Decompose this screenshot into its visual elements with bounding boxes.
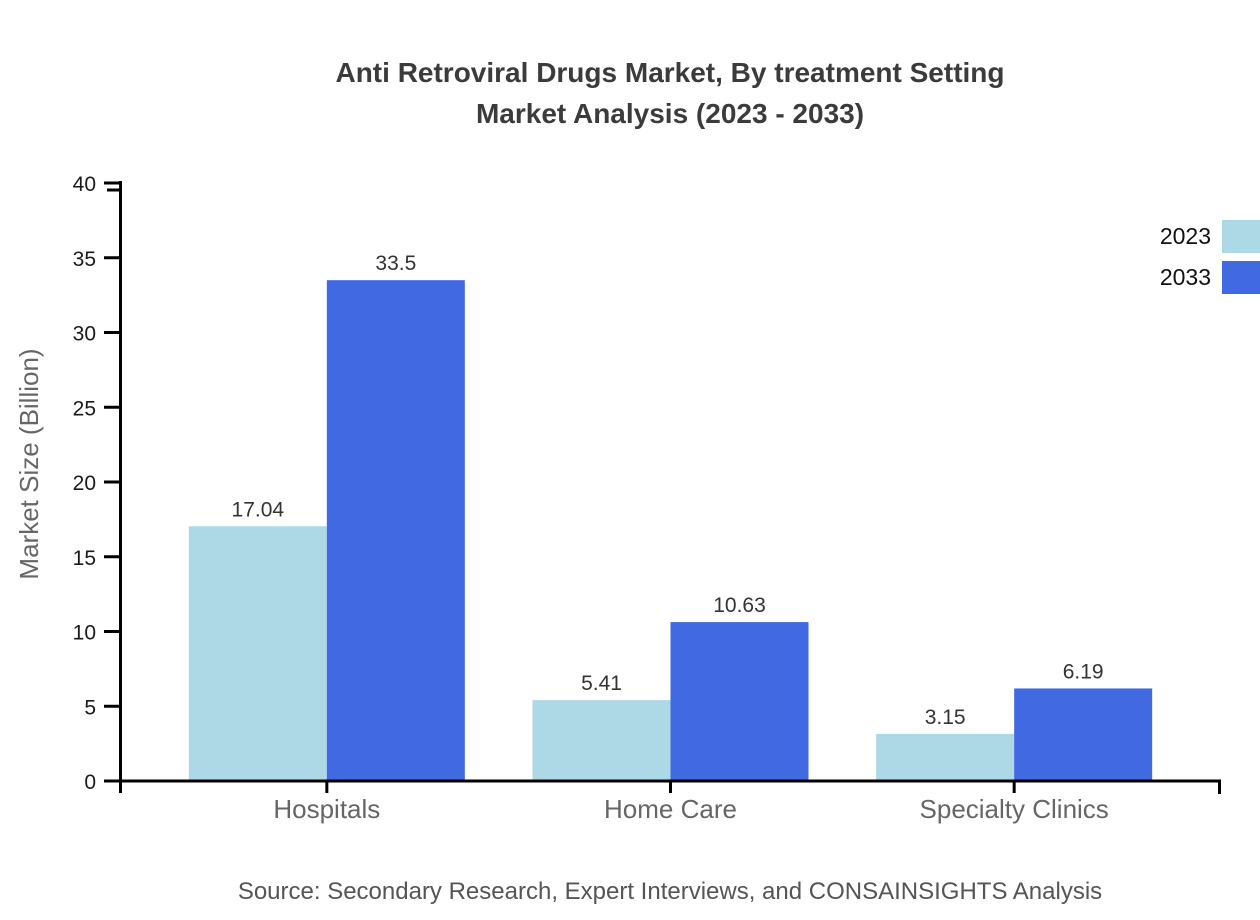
value-label-2033-specialty-clinics: 6.19 bbox=[1063, 660, 1104, 683]
legend-label-2033: 2033 bbox=[1159, 264, 1211, 290]
legend-swatch-2033-icon bbox=[1222, 261, 1260, 294]
legend-item-2023: 2023 bbox=[1160, 220, 1260, 253]
value-label-2033-hospitals: 33.5 bbox=[375, 252, 416, 275]
y-tick-label: 10 bbox=[73, 622, 96, 645]
y-tick-label: 0 bbox=[84, 771, 96, 794]
y-tick-label: 40 bbox=[73, 173, 96, 196]
y-tick-label: 15 bbox=[73, 547, 96, 570]
y-tick-label: 30 bbox=[73, 323, 96, 346]
y-tick-label: 20 bbox=[73, 472, 96, 495]
legend: 2023 2033 bbox=[1160, 220, 1260, 302]
category-label-home-care: Home Care bbox=[604, 794, 737, 824]
bar-2033-specialty-clinics bbox=[1014, 688, 1153, 780]
value-label-2033-home-care: 10.63 bbox=[713, 594, 766, 617]
y-axis-title: Market Size (Billion) bbox=[14, 348, 44, 579]
y-tick-label: 25 bbox=[73, 397, 96, 420]
value-label-2023-hospitals: 17.04 bbox=[232, 498, 285, 521]
bar-2023-hospitals bbox=[188, 526, 327, 780]
chart-title-line2: Market Analysis (2023 - 2033) bbox=[475, 98, 865, 129]
chart-title: Anti Retroviral Drugs Market, By treatme… bbox=[80, 52, 1260, 134]
source-attribution: Source: Secondary Research, Expert Inter… bbox=[237, 878, 1103, 905]
legend-item-2033: 2033 bbox=[1160, 261, 1260, 294]
chart-title-line1: Anti Retroviral Drugs Market, By treatme… bbox=[335, 57, 1005, 88]
category-label-hospitals: Hospitals bbox=[273, 794, 380, 824]
y-tick-label: 5 bbox=[84, 696, 96, 719]
value-label-2023-specialty-clinics: 3.15 bbox=[925, 706, 966, 729]
y-tick-label: 35 bbox=[73, 248, 96, 271]
bar-2033-hospitals bbox=[326, 280, 465, 780]
bar-2033-home-care bbox=[670, 622, 809, 780]
category-label-specialty-clinics: Specialty Clinics bbox=[920, 794, 1109, 824]
bar-2023-home-care bbox=[532, 700, 671, 780]
legend-label-2023: 2023 bbox=[1159, 223, 1211, 249]
bar-2023-specialty-clinics bbox=[876, 733, 1015, 780]
value-label-2023-home-care: 5.41 bbox=[581, 672, 622, 695]
legend-swatch-2023-icon bbox=[1222, 220, 1260, 253]
